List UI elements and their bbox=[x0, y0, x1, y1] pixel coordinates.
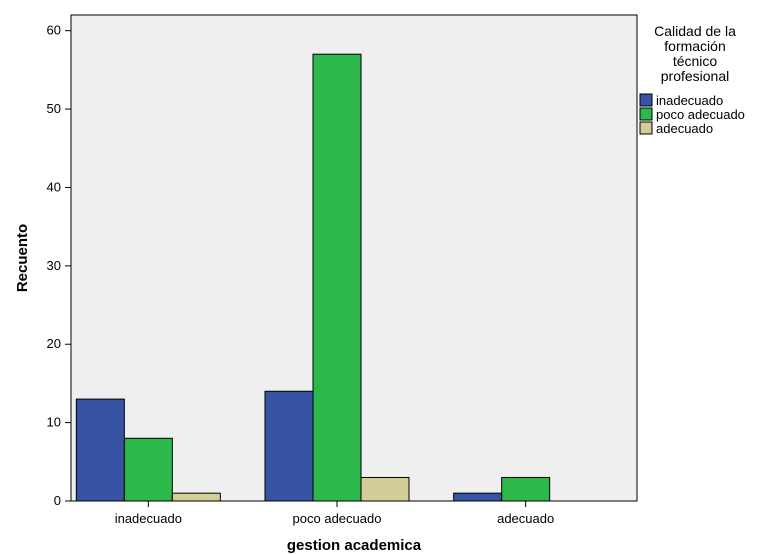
bar bbox=[264, 390, 314, 502]
y-tick-label: 30 bbox=[47, 258, 61, 273]
legend-entry-label: inadecuado bbox=[656, 93, 723, 108]
legend-title-line: técnico bbox=[673, 53, 718, 69]
legend-swatch bbox=[639, 107, 653, 121]
bar bbox=[123, 437, 173, 502]
y-axis-title: Recuento bbox=[14, 224, 31, 292]
y-tick-label: 60 bbox=[47, 23, 61, 38]
bar bbox=[75, 398, 125, 502]
bar bbox=[453, 492, 503, 502]
x-tick-label: inadecuado bbox=[115, 511, 182, 526]
y-tick-label: 50 bbox=[47, 101, 61, 116]
legend-swatch bbox=[639, 121, 653, 135]
y-tick-label: 40 bbox=[47, 179, 61, 194]
legend-title-line: profesional bbox=[661, 68, 730, 84]
bars-group bbox=[75, 53, 551, 502]
y-axis: 0 10 20 30 40 50 60 bbox=[47, 23, 71, 508]
bar bbox=[312, 53, 362, 502]
legend-title-line: formación bbox=[664, 38, 725, 54]
x-tick-label: poco adecuado bbox=[293, 511, 382, 526]
legend: Calidad de laformacióntécnicoprofesional… bbox=[639, 23, 745, 136]
x-axis: inadecuado poco adecuado adecuado bbox=[115, 501, 554, 526]
legend-swatch bbox=[639, 93, 653, 107]
x-tick-label: adecuado bbox=[497, 511, 554, 526]
bar bbox=[360, 476, 410, 502]
x-axis-title: gestion academica bbox=[287, 537, 422, 554]
legend-title-line: Calidad de la bbox=[654, 23, 736, 39]
legend-entry-label: adecuado bbox=[656, 121, 713, 136]
legend-entry-label: poco adecuado bbox=[656, 107, 745, 122]
y-tick-label: 10 bbox=[47, 415, 61, 430]
bar bbox=[171, 492, 221, 502]
y-tick-label: 0 bbox=[54, 493, 61, 508]
y-tick-label: 20 bbox=[47, 336, 61, 351]
bar bbox=[501, 476, 551, 502]
